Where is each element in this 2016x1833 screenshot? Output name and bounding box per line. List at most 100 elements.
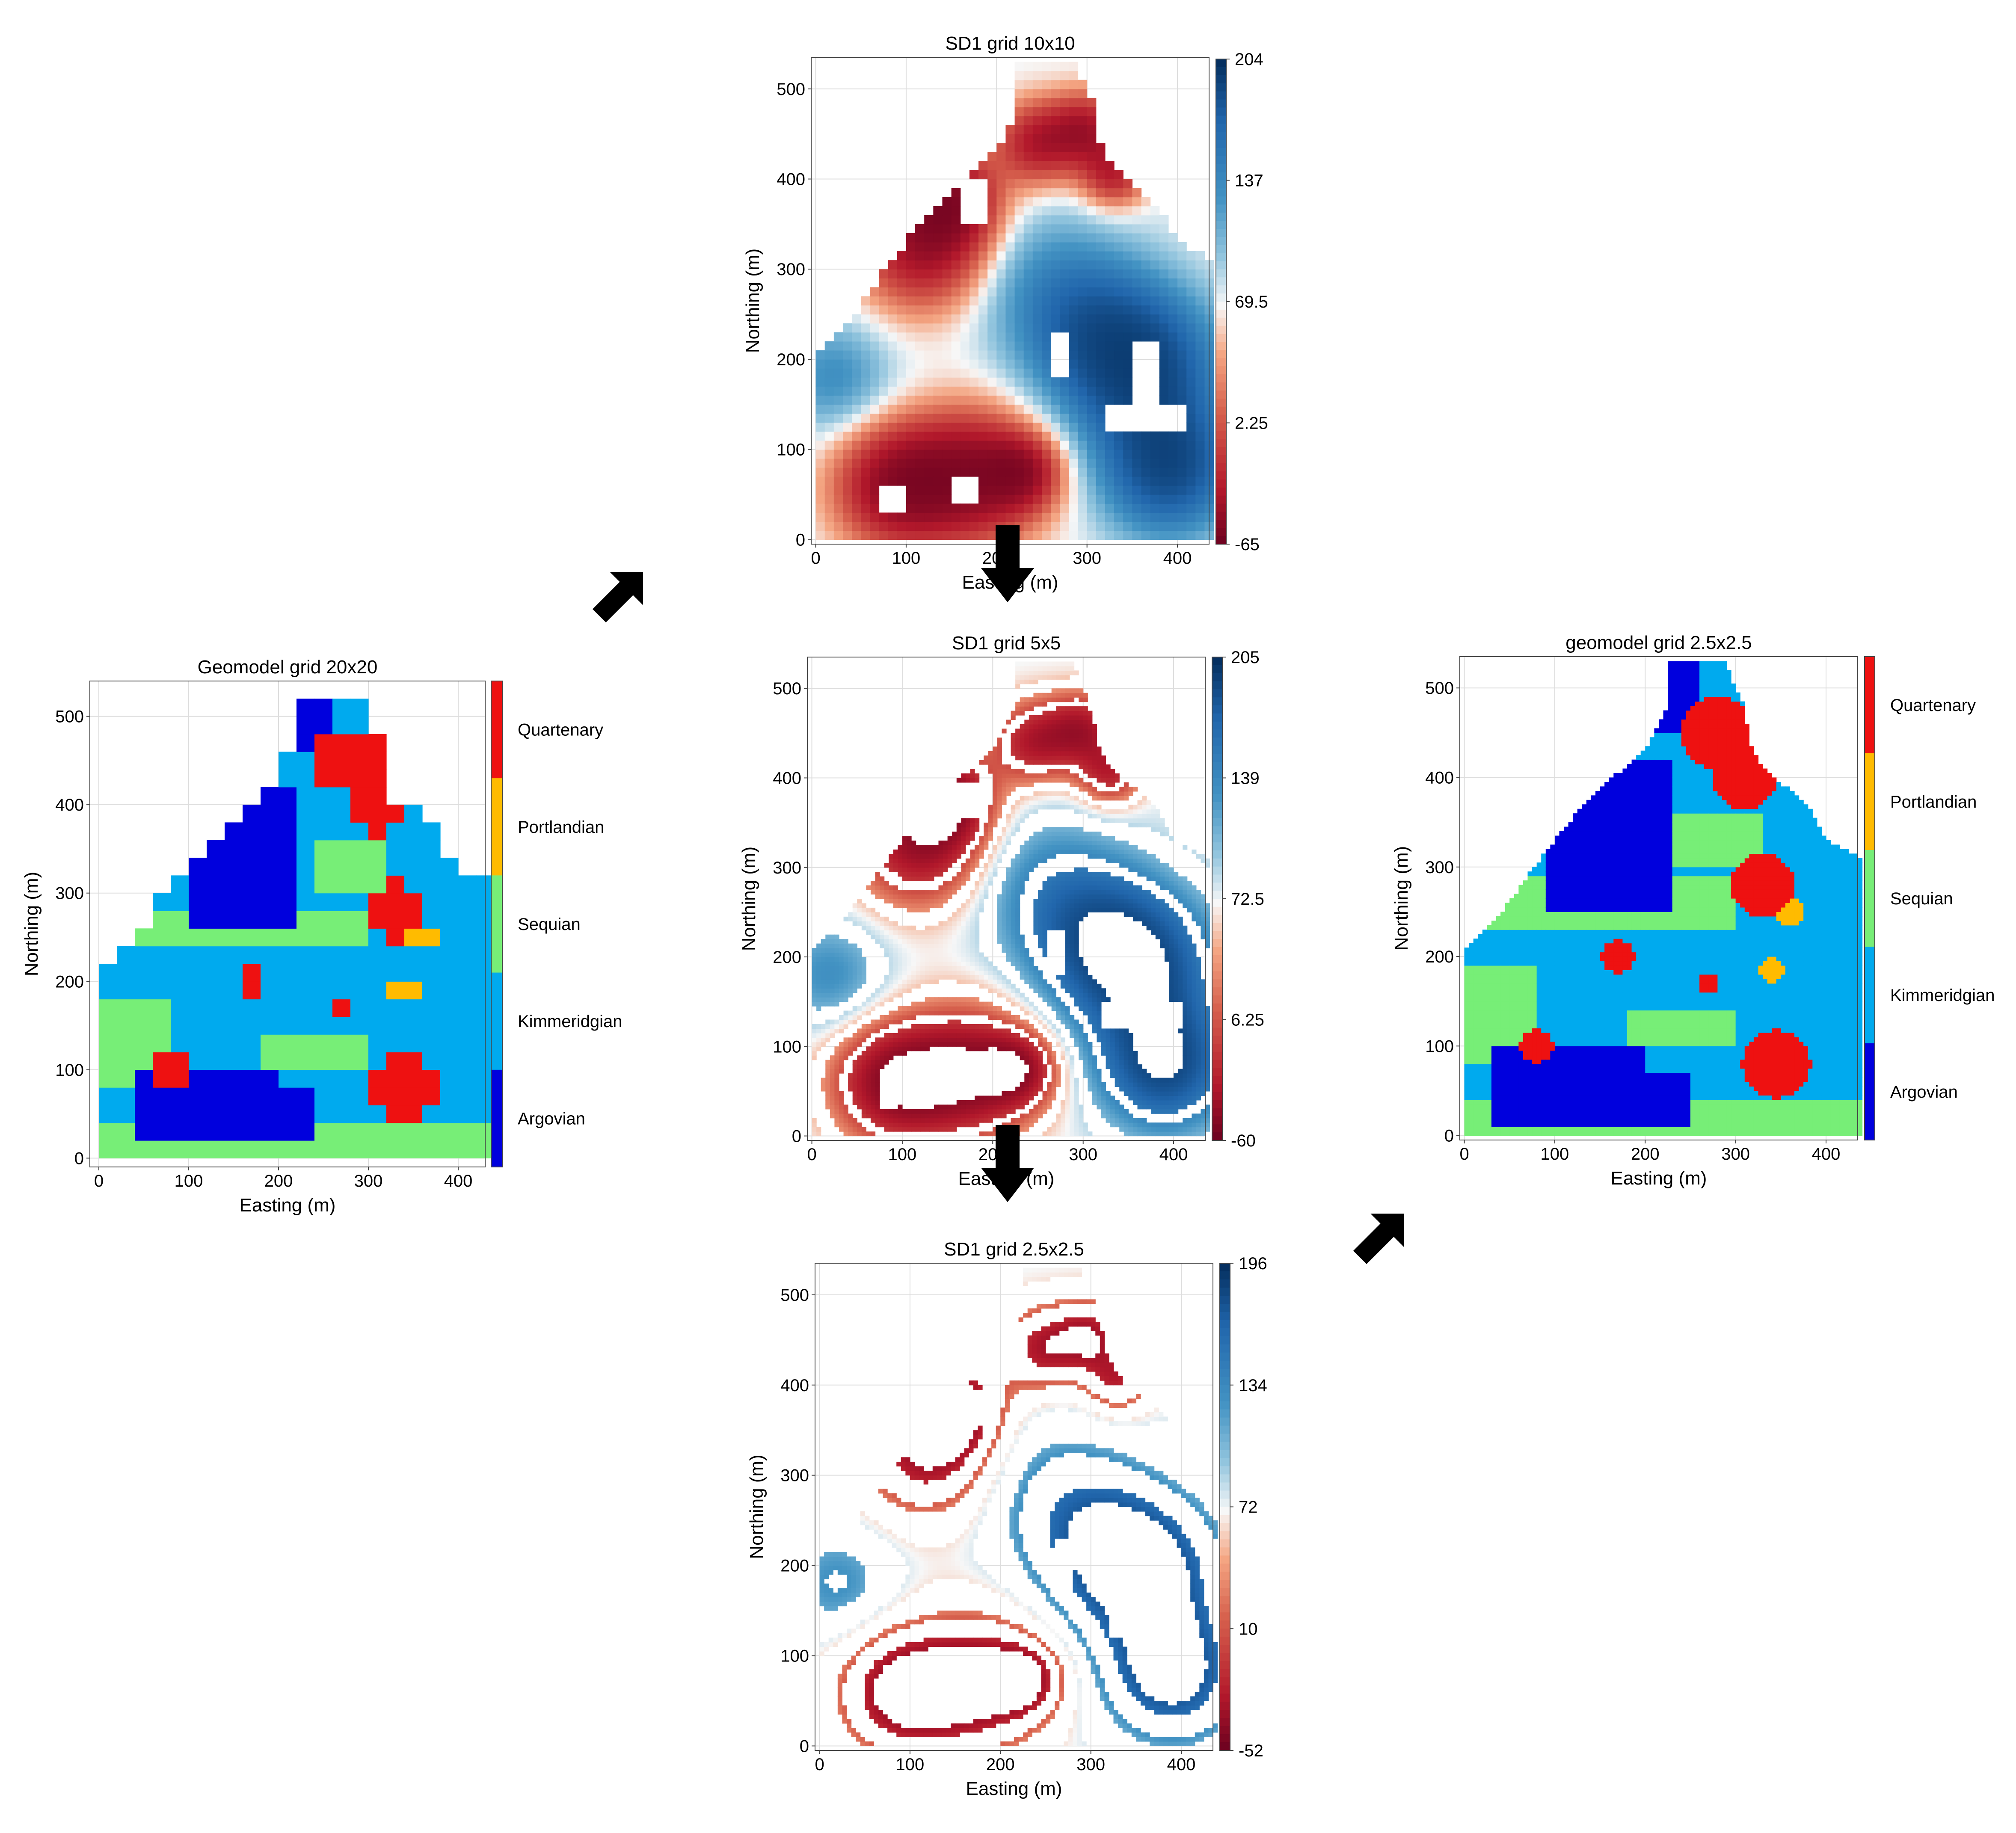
cell bbox=[893, 850, 898, 854]
cell bbox=[966, 917, 970, 921]
cell bbox=[296, 893, 315, 911]
cell bbox=[866, 1078, 871, 1083]
cell bbox=[893, 961, 898, 966]
cell bbox=[943, 926, 948, 930]
cell bbox=[1078, 359, 1088, 369]
cell bbox=[934, 850, 939, 854]
cell bbox=[925, 1046, 930, 1051]
cell bbox=[135, 1087, 153, 1105]
cell bbox=[830, 1028, 835, 1033]
cell bbox=[816, 359, 825, 369]
cell bbox=[852, 432, 861, 441]
cell bbox=[1074, 728, 1079, 733]
cell bbox=[975, 1024, 979, 1029]
cell bbox=[870, 368, 879, 378]
cell bbox=[866, 1011, 871, 1016]
cell bbox=[1038, 751, 1043, 756]
cell bbox=[916, 868, 921, 872]
cell bbox=[938, 868, 943, 872]
cell bbox=[861, 314, 870, 324]
cell bbox=[1047, 675, 1052, 680]
cell bbox=[279, 1034, 297, 1052]
cell bbox=[1047, 877, 1052, 881]
cell bbox=[1043, 675, 1047, 680]
cell bbox=[880, 1122, 884, 1127]
cell bbox=[1070, 755, 1074, 760]
cell bbox=[816, 1037, 821, 1042]
cell bbox=[1043, 894, 1047, 899]
cell bbox=[957, 944, 961, 948]
cell bbox=[902, 988, 907, 993]
cell bbox=[839, 1042, 844, 1047]
cell bbox=[1038, 988, 1043, 993]
cell bbox=[966, 1113, 970, 1118]
cell bbox=[997, 809, 1002, 814]
cell bbox=[1087, 251, 1097, 261]
cell bbox=[843, 423, 852, 432]
cell bbox=[906, 368, 916, 378]
cell bbox=[834, 1060, 839, 1065]
cell bbox=[1052, 1002, 1056, 1007]
cell bbox=[812, 1051, 817, 1056]
cell bbox=[1015, 751, 1020, 756]
cell bbox=[911, 1118, 916, 1123]
cell bbox=[1195, 459, 1205, 468]
cell bbox=[1005, 441, 1015, 450]
cell bbox=[924, 224, 934, 234]
cell bbox=[1195, 404, 1205, 414]
cell bbox=[911, 944, 916, 948]
y-tick-label: 200 bbox=[55, 972, 84, 991]
cell bbox=[1005, 432, 1015, 441]
cell bbox=[870, 432, 879, 441]
cell bbox=[1056, 742, 1061, 747]
cell bbox=[957, 872, 961, 877]
cell bbox=[879, 395, 889, 405]
cell bbox=[1141, 521, 1150, 531]
cell bbox=[1070, 899, 1074, 903]
cell bbox=[866, 1131, 871, 1136]
cell bbox=[970, 917, 975, 921]
cell bbox=[988, 755, 993, 760]
cell bbox=[902, 1122, 907, 1127]
cell bbox=[1195, 432, 1205, 441]
cell bbox=[1006, 778, 1011, 783]
cell bbox=[825, 1087, 830, 1091]
cell bbox=[1177, 395, 1187, 405]
cell bbox=[1078, 170, 1088, 179]
cell bbox=[988, 823, 993, 827]
cell bbox=[816, 948, 821, 953]
cell bbox=[1141, 468, 1150, 477]
cell bbox=[915, 386, 925, 396]
cell bbox=[296, 858, 315, 876]
cell bbox=[1070, 697, 1074, 702]
cell bbox=[978, 332, 988, 342]
cell bbox=[862, 1064, 866, 1069]
cell bbox=[1074, 720, 1079, 724]
cell bbox=[422, 1140, 441, 1158]
cell bbox=[862, 1100, 866, 1105]
cell bbox=[888, 432, 898, 441]
cell bbox=[1038, 742, 1043, 747]
cell bbox=[952, 921, 957, 926]
cell bbox=[871, 1118, 875, 1123]
cell bbox=[1029, 746, 1034, 751]
cell bbox=[934, 1011, 939, 1016]
cell bbox=[884, 885, 889, 890]
colorbar-segment bbox=[1216, 156, 1226, 165]
cell bbox=[1177, 323, 1187, 333]
cell bbox=[1024, 1087, 1029, 1091]
cell bbox=[825, 468, 834, 477]
cell bbox=[839, 1118, 844, 1123]
cell bbox=[422, 999, 441, 1017]
cell bbox=[1061, 984, 1065, 989]
cell bbox=[988, 961, 993, 966]
cell bbox=[1056, 760, 1061, 765]
cell bbox=[933, 413, 943, 423]
cell bbox=[952, 404, 961, 414]
cell bbox=[902, 957, 907, 962]
cell bbox=[1011, 921, 1016, 926]
cell bbox=[1002, 948, 1006, 953]
cell bbox=[1070, 1096, 1074, 1100]
cell bbox=[880, 1113, 884, 1118]
cell bbox=[993, 988, 997, 993]
